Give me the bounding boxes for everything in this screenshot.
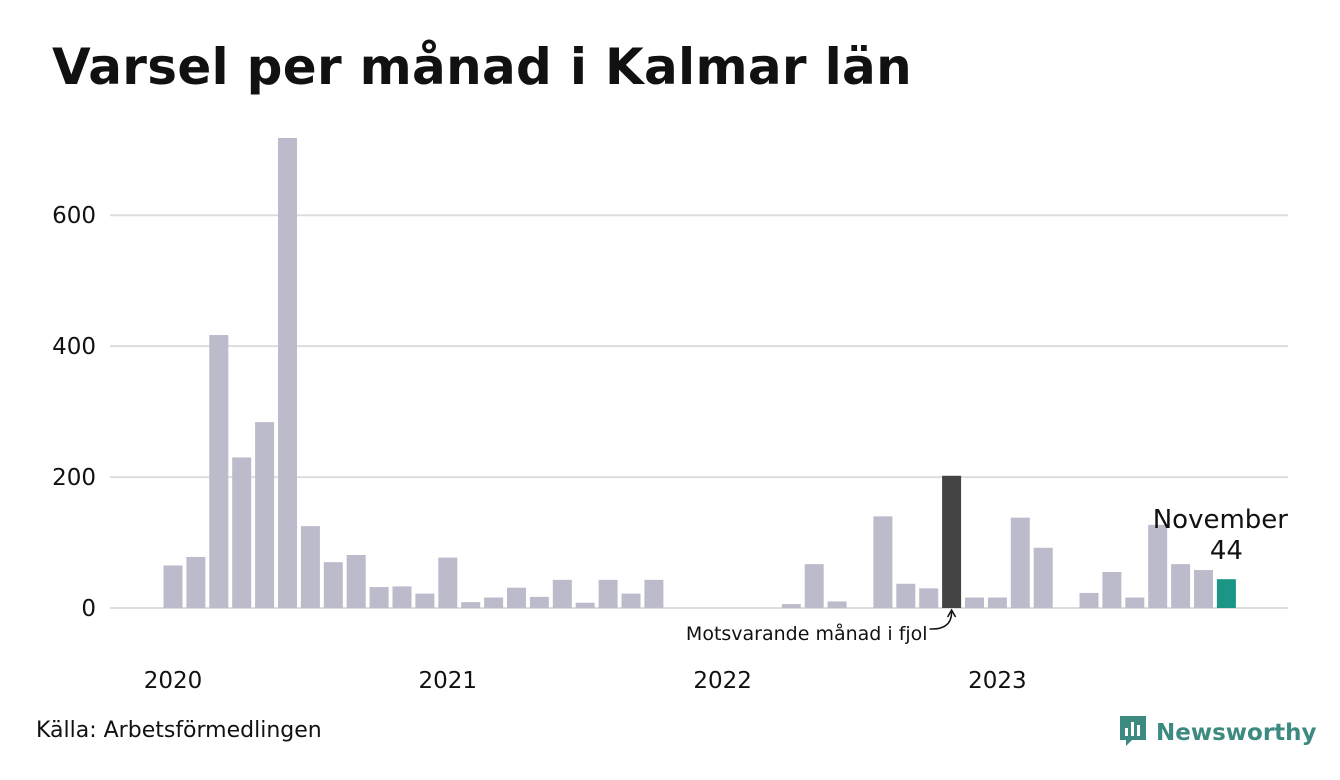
bar xyxy=(575,602,595,608)
brand-logo[interactable]: Newsworthy xyxy=(1118,714,1317,752)
bar xyxy=(1125,597,1145,608)
x-axis-ticks: 2020 2021 2022 2023 xyxy=(144,668,1027,694)
x-tick-label: 2021 xyxy=(419,668,478,694)
bar xyxy=(804,564,824,608)
bar xyxy=(209,335,229,608)
y-tick-label: 0 xyxy=(81,596,96,622)
bar xyxy=(1171,564,1191,608)
bar xyxy=(1033,547,1053,608)
bar xyxy=(1194,570,1213,608)
bar xyxy=(461,602,481,608)
bar xyxy=(392,586,412,608)
bar xyxy=(1102,571,1122,608)
bar xyxy=(529,596,549,608)
chart-title: Varsel per månad i Kalmar län xyxy=(52,38,912,96)
bar xyxy=(621,593,641,608)
brand-name: Newsworthy xyxy=(1156,720,1317,746)
y-tick-label: 400 xyxy=(52,334,96,360)
bar xyxy=(873,516,893,608)
bar xyxy=(369,587,389,608)
comparison-arrowhead xyxy=(946,608,957,618)
bar xyxy=(232,457,252,608)
bar xyxy=(438,557,458,608)
bar xyxy=(323,562,343,608)
bar xyxy=(278,138,297,608)
x-tick-label: 2023 xyxy=(968,668,1027,694)
x-tick-label: 2020 xyxy=(144,668,203,694)
y-tick-label: 200 xyxy=(52,465,96,491)
bar-series xyxy=(163,138,1236,608)
x-tick-label: 2022 xyxy=(693,668,752,694)
bar xyxy=(300,526,320,608)
bar xyxy=(163,565,183,608)
y-axis-ticks: 0 200 400 600 xyxy=(52,203,96,622)
bar xyxy=(552,579,572,608)
bar xyxy=(1148,524,1168,608)
bar xyxy=(827,601,847,608)
bar xyxy=(598,579,618,608)
bar xyxy=(1079,592,1099,608)
current-month-label: November xyxy=(1153,505,1289,535)
bar xyxy=(987,597,1007,608)
bar xyxy=(919,588,939,608)
bar xyxy=(255,422,275,608)
bar xyxy=(346,554,366,608)
bar xyxy=(942,475,962,608)
y-tick-label: 600 xyxy=(52,203,96,229)
newsworthy-logo-icon xyxy=(1118,714,1148,752)
bar xyxy=(484,597,504,608)
bar xyxy=(1010,517,1030,608)
bar xyxy=(644,579,664,608)
bar xyxy=(896,583,916,608)
comparison-label: Motsvarande månad i fjol xyxy=(686,622,928,645)
bar xyxy=(781,604,801,608)
bar xyxy=(965,597,984,608)
comparison-arrow xyxy=(929,611,953,630)
bar xyxy=(507,587,526,608)
current-value-label: 44 xyxy=(1210,536,1243,566)
bar xyxy=(186,556,206,608)
source-note: Källa: Arbetsförmedlingen xyxy=(36,718,322,743)
bar xyxy=(415,593,435,608)
bar xyxy=(1216,579,1236,608)
